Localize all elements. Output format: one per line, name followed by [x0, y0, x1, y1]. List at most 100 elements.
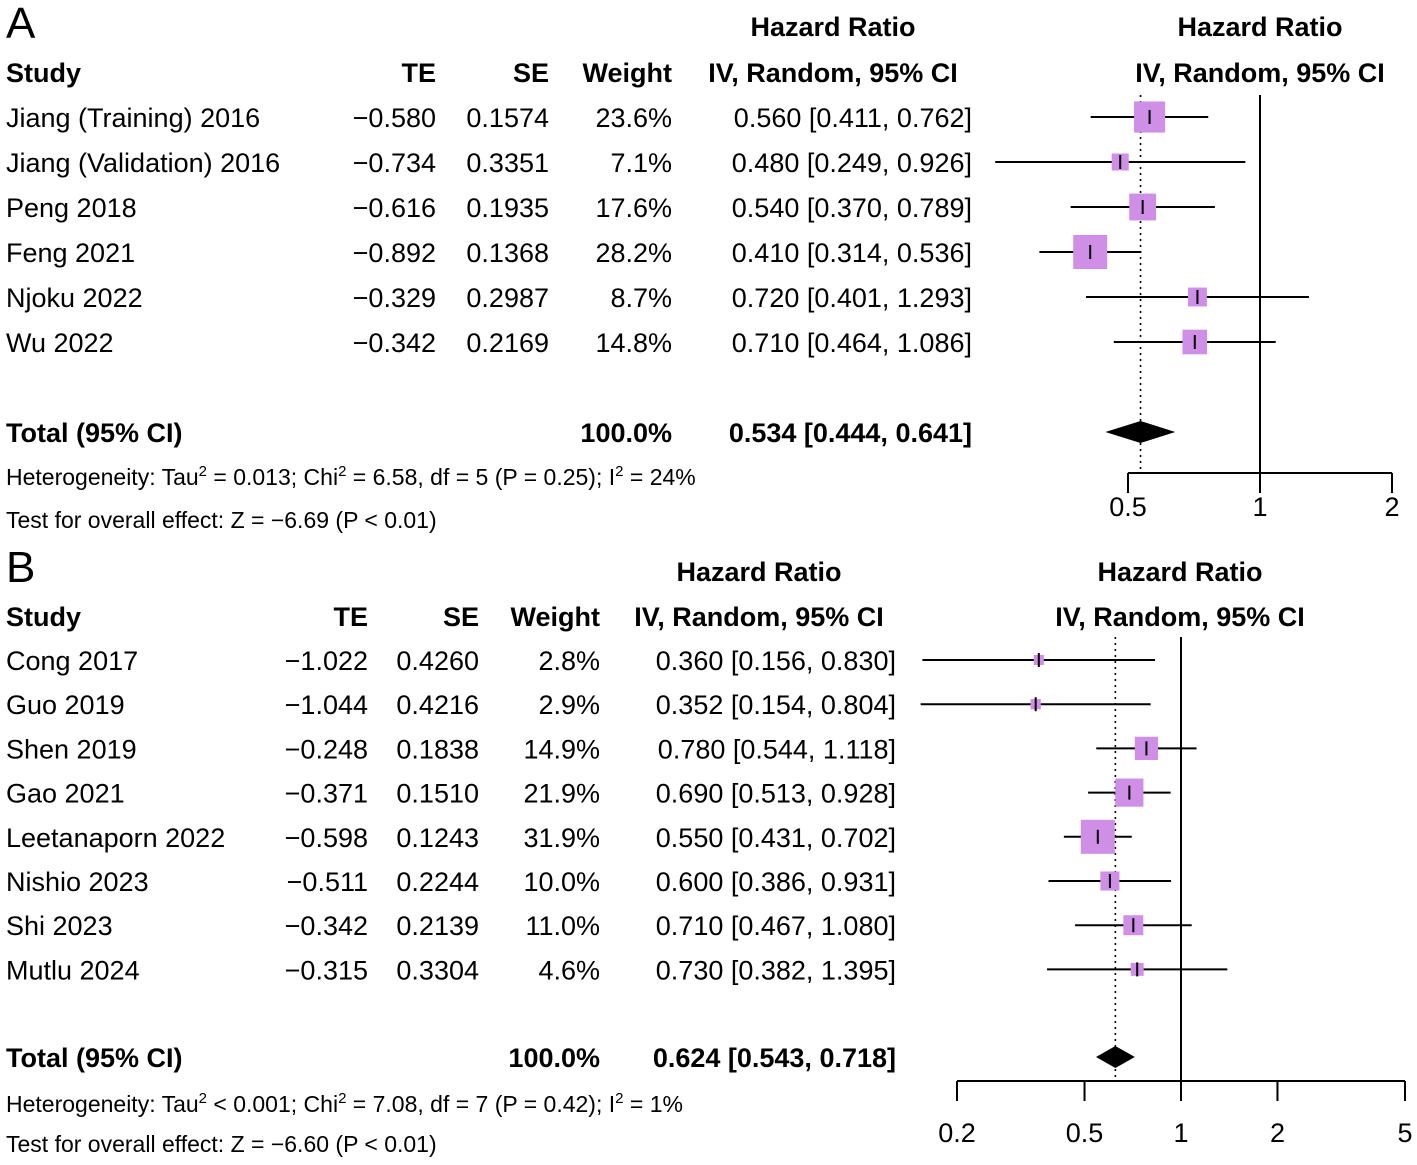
study-te: −0.580 [353, 103, 436, 133]
x-tick-label: 2 [1270, 1118, 1285, 1148]
study-name: Jiang (Validation) 2016 [6, 148, 280, 178]
study-te: −0.511 [287, 867, 368, 897]
heterogeneity-text: Heterogeneity: Tau2 = 0.013; Chi2 = 6.58… [6, 463, 696, 490]
header-hazard-ratio: Hazard Ratio [676, 557, 841, 587]
panel-letter: A [6, 0, 36, 48]
study-name: Jiang (Training) 2016 [6, 103, 260, 133]
study-hr-ci: 0.352 [0.154, 0.804] [656, 690, 896, 720]
study-hr-ci: 0.360 [0.156, 0.830] [656, 646, 896, 676]
study-se: 0.3351 [466, 148, 549, 178]
study-weight: 7.1% [610, 148, 672, 178]
study-se: 0.1574 [466, 103, 549, 133]
superscript: 2 [199, 463, 207, 480]
study-hr-ci: 0.480 [0.249, 0.926] [732, 148, 972, 178]
panel-b: B Hazard Ratio Study TE SE Weight IV, Random, … [6, 543, 1413, 1157]
header-hazard-ratio: Hazard Ratio [750, 12, 915, 42]
superscript: 2 [338, 1090, 346, 1107]
study-weight: 17.6% [595, 193, 672, 223]
study-name: Feng 2021 [6, 238, 135, 268]
study-se: 0.4216 [396, 690, 479, 720]
study-row: Njoku 2022 −0.329 0.2987 8.7% 0.720 [0.401, … [6, 283, 1309, 313]
x-tick-label: 2 [1384, 492, 1399, 522]
study-weight: 2.8% [538, 646, 600, 676]
study-se: 0.1935 [466, 193, 549, 223]
study-te: −0.598 [285, 823, 368, 853]
heterogeneity-part: = 1% [623, 1091, 682, 1117]
heterogeneity-part: < 0.001; Chi [207, 1091, 338, 1117]
study-hr-ci: 0.780 [0.544, 1.118] [658, 734, 896, 764]
pooled-diamond [1105, 421, 1176, 443]
study-weight: 14.8% [595, 328, 672, 358]
study-se: 0.3304 [396, 955, 479, 985]
study-se: 0.1838 [396, 734, 479, 764]
study-weight: 8.7% [610, 283, 672, 313]
study-te: −0.248 [285, 734, 368, 764]
study-name: Shi 2023 [6, 911, 113, 941]
study-te: −0.315 [285, 955, 368, 985]
pooled-diamond [1096, 1046, 1135, 1068]
heterogeneity-part: = 0.013; Chi [207, 464, 338, 490]
heterogeneity-part: = 6.58, df = 5 (P = 0.25); I [346, 464, 615, 490]
total-weight: 100.0% [580, 418, 672, 448]
total-row: Total (95% CI) 100.0% 0.624 [0.543, 0.718] [6, 1043, 1135, 1073]
study-name: Leetanaporn 2022 [6, 823, 225, 853]
study-row: Shen 2019 −0.248 0.1838 14.9% 0.780 [0.544, … [6, 734, 1197, 764]
study-te: −1.044 [285, 690, 368, 720]
study-row: Wu 2022 −0.342 0.2169 14.8% 0.710 [0.464, 1.… [6, 328, 1276, 358]
study-name: Nishio 2023 [6, 867, 149, 897]
header-te: TE [401, 58, 436, 88]
heterogeneity-part: Heterogeneity: Tau [6, 1091, 199, 1117]
total-label: Total (95% CI) [6, 1043, 183, 1073]
study-te: −0.329 [353, 283, 436, 313]
study-se: 0.2987 [466, 283, 549, 313]
superscript: 2 [199, 1090, 207, 1107]
study-row: Jiang (Training) 2016 −0.580 0.1574 23.6% 0.… [6, 101, 1209, 133]
study-name: Shen 2019 [6, 734, 137, 764]
study-row: Mutlu 2024 −0.315 0.3304 4.6% 0.730 [0.382, … [6, 955, 1228, 985]
total-weight: 100.0% [508, 1043, 600, 1073]
x-tick-label: 5 [1397, 1118, 1412, 1148]
superscript: 2 [615, 1090, 623, 1107]
heterogeneity-part: = 7.08, df = 7 (P = 0.42); I [346, 1091, 615, 1117]
header-ci-method: IV, Random, 95% CI [634, 602, 884, 632]
header-weight: Weight [583, 58, 673, 88]
study-te: −0.616 [353, 193, 436, 223]
overall-effect-text: Test for overall effect: Z = −6.60 (P < … [6, 1131, 437, 1157]
header-weight: Weight [511, 602, 601, 632]
x-tick-label: 1 [1252, 492, 1267, 522]
study-te: −1.022 [285, 646, 368, 676]
header-ci-method: IV, Random, 95% CI [708, 58, 958, 88]
plot-header-ci-method: IV, Random, 95% CI [1135, 58, 1385, 88]
study-se: 0.2169 [466, 328, 549, 358]
study-name: Gao 2021 [6, 779, 125, 809]
study-weight: 2.9% [538, 690, 600, 720]
study-row: Nishio 2023 −0.511 0.2244 10.0% 0.600 [0.386… [6, 867, 1172, 897]
study-row: Guo 2019 −1.044 0.4216 2.9% 0.352 [0.154, 0.… [6, 690, 1151, 720]
study-weight: 4.6% [538, 955, 600, 985]
x-tick-label: 0.5 [1066, 1118, 1104, 1148]
header-te: TE [333, 602, 368, 632]
study-te: −0.342 [353, 328, 436, 358]
study-se: 0.1243 [396, 823, 479, 853]
panel-a: A Hazard Ratio Study TE SE Weight IV, Random, … [6, 0, 1400, 533]
study-name: Cong 2017 [6, 646, 138, 676]
study-hr-ci: 0.410 [0.314, 0.536] [732, 238, 972, 268]
study-hr-ci: 0.720 [0.401, 1.293] [732, 283, 972, 313]
x-tick-label: 0.5 [1109, 492, 1147, 522]
x-tick-label: 1 [1173, 1118, 1188, 1148]
study-row: Shi 2023 −0.342 0.2139 11.0% 0.710 [0.467, 1… [6, 911, 1192, 941]
study-se: 0.4260 [396, 646, 479, 676]
study-weight: 21.9% [523, 779, 600, 809]
total-hr-ci: 0.534 [0.444, 0.641] [729, 418, 972, 448]
study-name: Guo 2019 [6, 690, 125, 720]
study-se: 0.1368 [466, 238, 549, 268]
study-se: 0.2244 [396, 867, 479, 897]
header-se: SE [513, 58, 549, 88]
study-name: Peng 2018 [6, 193, 137, 223]
study-name: Mutlu 2024 [6, 955, 140, 985]
study-row: Gao 2021 −0.371 0.1510 21.9% 0.690 [0.513, 0… [6, 778, 1171, 809]
panel-letter: B [6, 543, 35, 592]
x-tick-label: 0.2 [938, 1118, 976, 1148]
study-se: 0.1510 [396, 779, 479, 809]
